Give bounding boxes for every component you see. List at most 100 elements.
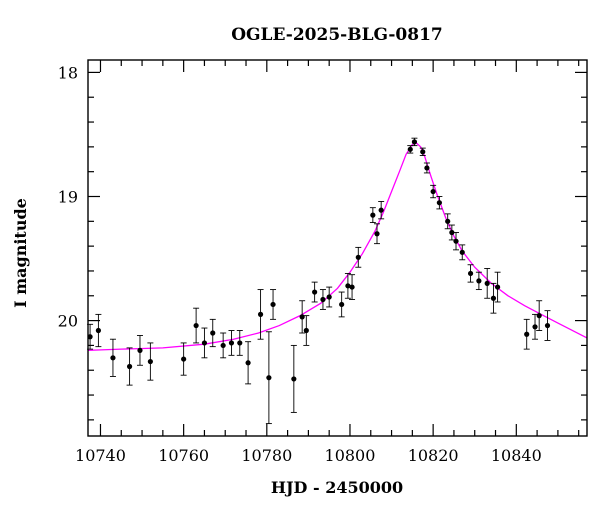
- data-marker: [459, 249, 465, 255]
- x-tick-label: 10800: [325, 446, 376, 465]
- data-marker: [378, 207, 384, 213]
- data-marker: [424, 165, 430, 171]
- data-marker: [436, 200, 442, 206]
- data-marker: [110, 355, 116, 361]
- axis-ticks: [88, 60, 587, 436]
- data-marker: [524, 331, 530, 337]
- data-point: [236, 330, 243, 356]
- data-point: [257, 289, 264, 340]
- data-marker: [137, 347, 143, 353]
- data-marker: [445, 218, 451, 224]
- data-marker: [270, 301, 276, 308]
- data-point: [147, 342, 154, 381]
- data-marker: [345, 283, 351, 289]
- chart-title: OGLE-2025-BLG-0817: [231, 25, 443, 45]
- data-marker: [291, 376, 297, 382]
- data-point: [378, 201, 385, 220]
- data-marker: [339, 301, 345, 308]
- data-marker: [210, 330, 216, 336]
- y-axis-label: I magnitude: [11, 198, 30, 308]
- data-marker: [467, 270, 474, 277]
- data-marker: [476, 278, 482, 284]
- data-marker: [532, 324, 538, 330]
- data-point: [532, 313, 539, 340]
- data-marker: [87, 334, 93, 340]
- x-tick-label: 10820: [408, 446, 459, 465]
- data-marker: [544, 322, 551, 329]
- data-point: [467, 264, 474, 283]
- data-marker: [484, 280, 490, 286]
- data-marker: [228, 340, 235, 346]
- data-point: [270, 289, 277, 320]
- data-marker: [126, 363, 133, 370]
- data-point: [95, 313, 102, 348]
- data-point: [109, 338, 116, 377]
- y-tick-label: 18: [58, 63, 78, 82]
- data-marker: [312, 289, 318, 295]
- x-tick-label: 10780: [241, 446, 292, 465]
- data-marker: [374, 231, 380, 237]
- data-point: [484, 268, 491, 299]
- x-tick-label: 10760: [158, 446, 209, 465]
- model-curve-layer: [87, 142, 588, 352]
- data-point: [544, 310, 551, 341]
- model-curve: [87, 142, 588, 352]
- data-point: [193, 307, 200, 344]
- data-points-layer: [87, 137, 551, 425]
- data-point: [419, 147, 426, 157]
- data-point: [245, 341, 252, 385]
- data-point: [209, 318, 216, 348]
- data-marker: [220, 342, 226, 349]
- data-point: [136, 335, 143, 366]
- data-point: [423, 162, 430, 174]
- data-point: [201, 327, 208, 359]
- data-marker: [95, 327, 101, 334]
- data-point: [436, 196, 443, 210]
- data-point: [290, 344, 297, 413]
- data-point: [338, 291, 345, 318]
- data-point: [311, 281, 318, 303]
- data-point: [475, 271, 482, 291]
- data-marker: [370, 212, 376, 218]
- y-tick-label: 20: [58, 312, 78, 331]
- data-point: [126, 347, 133, 386]
- data-marker: [266, 375, 272, 381]
- data-marker: [237, 340, 243, 346]
- data-marker: [181, 356, 187, 362]
- data-marker: [320, 296, 326, 303]
- data-point: [411, 137, 418, 147]
- data-point: [303, 315, 310, 346]
- data-point: [349, 274, 356, 300]
- data-point: [180, 342, 187, 376]
- data-marker: [420, 149, 426, 155]
- data-point: [220, 332, 227, 359]
- data-point: [344, 272, 351, 299]
- data-marker: [430, 188, 436, 195]
- data-marker: [407, 146, 413, 152]
- data-marker: [257, 311, 264, 317]
- data-marker: [147, 358, 153, 365]
- data-point: [228, 330, 235, 356]
- data-marker: [245, 360, 251, 366]
- data-marker: [536, 313, 542, 319]
- data-point: [490, 282, 497, 314]
- data-marker: [349, 284, 355, 290]
- data-point: [536, 300, 543, 331]
- plot-frame: [87, 59, 588, 437]
- data-point: [319, 289, 326, 310]
- data-point: [299, 300, 306, 334]
- data-marker: [193, 322, 199, 329]
- data-marker: [490, 295, 497, 301]
- data-marker: [449, 229, 455, 236]
- data-point: [453, 232, 460, 251]
- data-point: [374, 223, 381, 245]
- data-marker: [411, 139, 418, 145]
- data-point: [444, 213, 451, 230]
- x-axis-label: HJD - 2450000: [271, 478, 403, 497]
- data-marker: [453, 238, 459, 244]
- data-marker: [299, 314, 305, 320]
- data-point: [369, 207, 376, 224]
- x-tick-label: 10740: [75, 446, 126, 465]
- data-point: [265, 331, 272, 425]
